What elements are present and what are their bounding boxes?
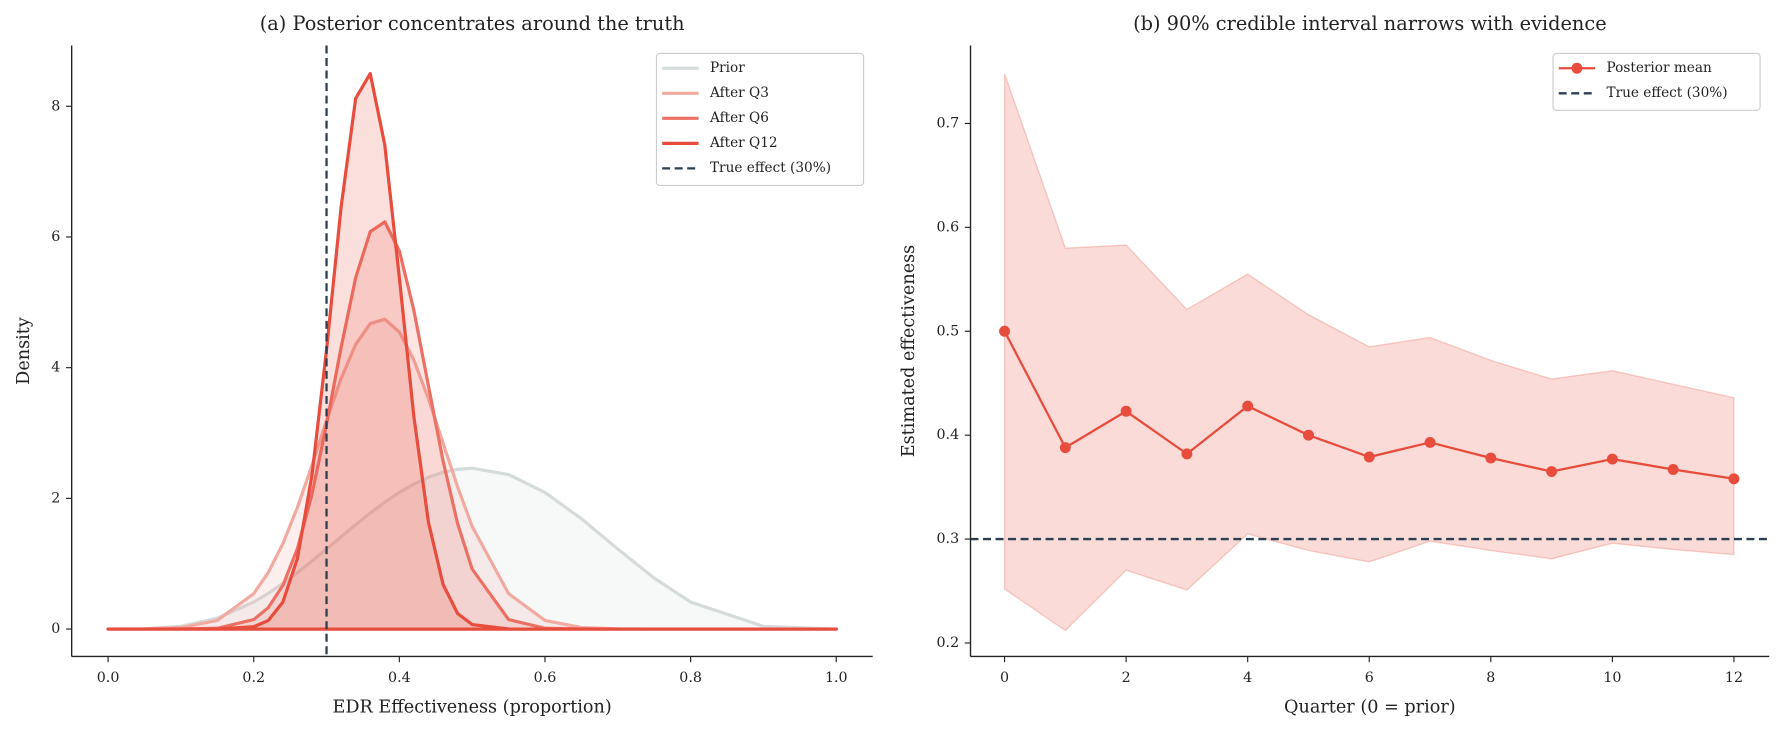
legend-label: Posterior mean	[1607, 60, 1712, 76]
y-tick-label: 6	[51, 229, 60, 245]
x-tick-label: 2	[1122, 670, 1131, 686]
legend-label: After Q3	[709, 85, 769, 101]
data-point	[999, 325, 1011, 337]
x-tick-label: 8	[1486, 670, 1495, 686]
credible-interval	[1003, 73, 1735, 632]
y-tick-label: 0	[51, 621, 60, 637]
y-tick-label: 4	[51, 360, 60, 376]
series-line	[106, 220, 838, 631]
data-point	[1424, 436, 1436, 448]
y-tick-label: 0.3	[937, 531, 960, 547]
legend-label: Prior	[710, 60, 745, 76]
x-tick-label: 6	[1365, 670, 1374, 686]
x-axis-label: Quarter (0 = prior)	[1284, 698, 1456, 718]
panel: (a) Posterior concentrates around the tr…	[14, 12, 873, 718]
legend-box	[1552, 52, 1761, 111]
y-axis-label: Density	[14, 317, 34, 385]
x-tick-label: 0	[1000, 670, 1009, 686]
panel: (b) 90% credible interval narrows with e…	[899, 12, 1770, 718]
legend: Prior After Q3 After Q6 After Q12 True effec…	[655, 52, 865, 187]
chart-title: (a) Posterior concentrates around the tr…	[260, 12, 685, 35]
series-line	[106, 466, 838, 631]
legend-marker	[1571, 62, 1583, 74]
data-point	[1181, 448, 1193, 460]
data-point	[1546, 466, 1558, 477]
chart-title: (b) 90% credible interval narrows with e…	[1133, 12, 1607, 35]
data-point	[1728, 473, 1740, 485]
legend-label: True effect (30%)	[1607, 85, 1728, 101]
x-tick-label: 1.0	[825, 670, 848, 686]
data-point	[1363, 451, 1375, 463]
y-axis-label: Estimated effectiveness	[899, 245, 919, 457]
y-tick-label: 0.7	[937, 115, 960, 131]
y-tick-label: 0.5	[937, 323, 960, 339]
y-tick-label: 0.2	[937, 635, 960, 651]
x-axis-label: EDR Effectiveness (proportion)	[333, 698, 612, 718]
series-line	[106, 71, 838, 631]
x-tick-label: 0.4	[388, 670, 411, 686]
legend-label: True effect (30%)	[710, 160, 831, 176]
data-point	[1303, 429, 1314, 441]
data-point	[1059, 442, 1071, 454]
legend-label: After Q6	[709, 110, 769, 126]
x-tick-label: 0.2	[242, 670, 265, 686]
data-point	[1606, 453, 1618, 465]
y-tick-label: 8	[51, 98, 60, 114]
data-point	[1242, 400, 1254, 412]
legend-box	[655, 52, 865, 187]
legend: Posterior mean True effect (30%)	[1552, 52, 1761, 111]
data-point	[1485, 452, 1497, 464]
y-tick-label: 0.6	[937, 219, 960, 235]
data-point	[1120, 405, 1132, 417]
y-tick-label: 2	[51, 490, 60, 506]
x-tick-label: 12	[1725, 670, 1743, 686]
x-tick-label: 0.6	[534, 670, 557, 686]
data-point	[1667, 463, 1679, 475]
x-tick-label: 4	[1243, 670, 1252, 686]
y-tick-label: 0.4	[937, 427, 960, 443]
x-tick-label: 0.8	[679, 670, 702, 686]
x-tick-label: 0.0	[97, 670, 120, 686]
x-tick-label: 10	[1603, 670, 1621, 686]
legend-label: After Q12	[709, 135, 778, 151]
